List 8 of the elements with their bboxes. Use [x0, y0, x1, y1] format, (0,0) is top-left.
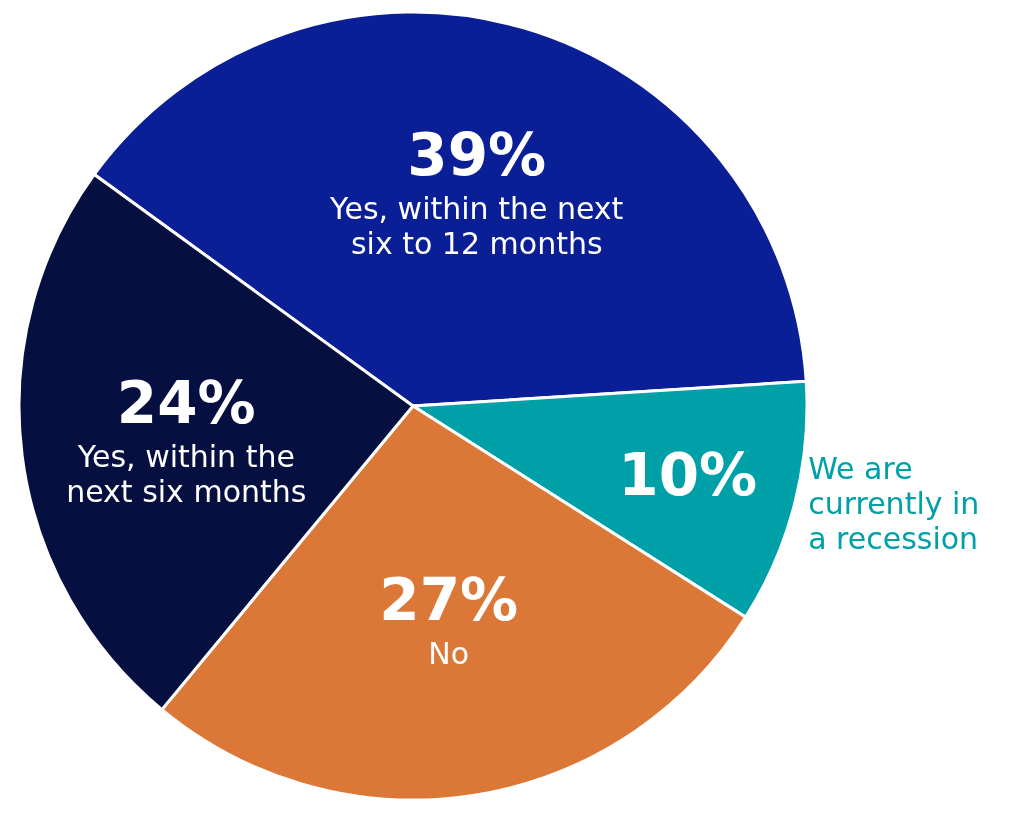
slice-label: We are currently in a recession	[808, 450, 980, 556]
data-label: 27%	[379, 565, 519, 634]
data-label: 10%	[618, 440, 758, 509]
slice-label: No	[428, 635, 470, 671]
slice-label: Yes, within the next six months	[66, 438, 307, 509]
data-label: 39%	[407, 120, 547, 189]
slice-label: Yes, within the next six to 12 months	[329, 190, 624, 261]
data-label: 24%	[116, 368, 256, 437]
